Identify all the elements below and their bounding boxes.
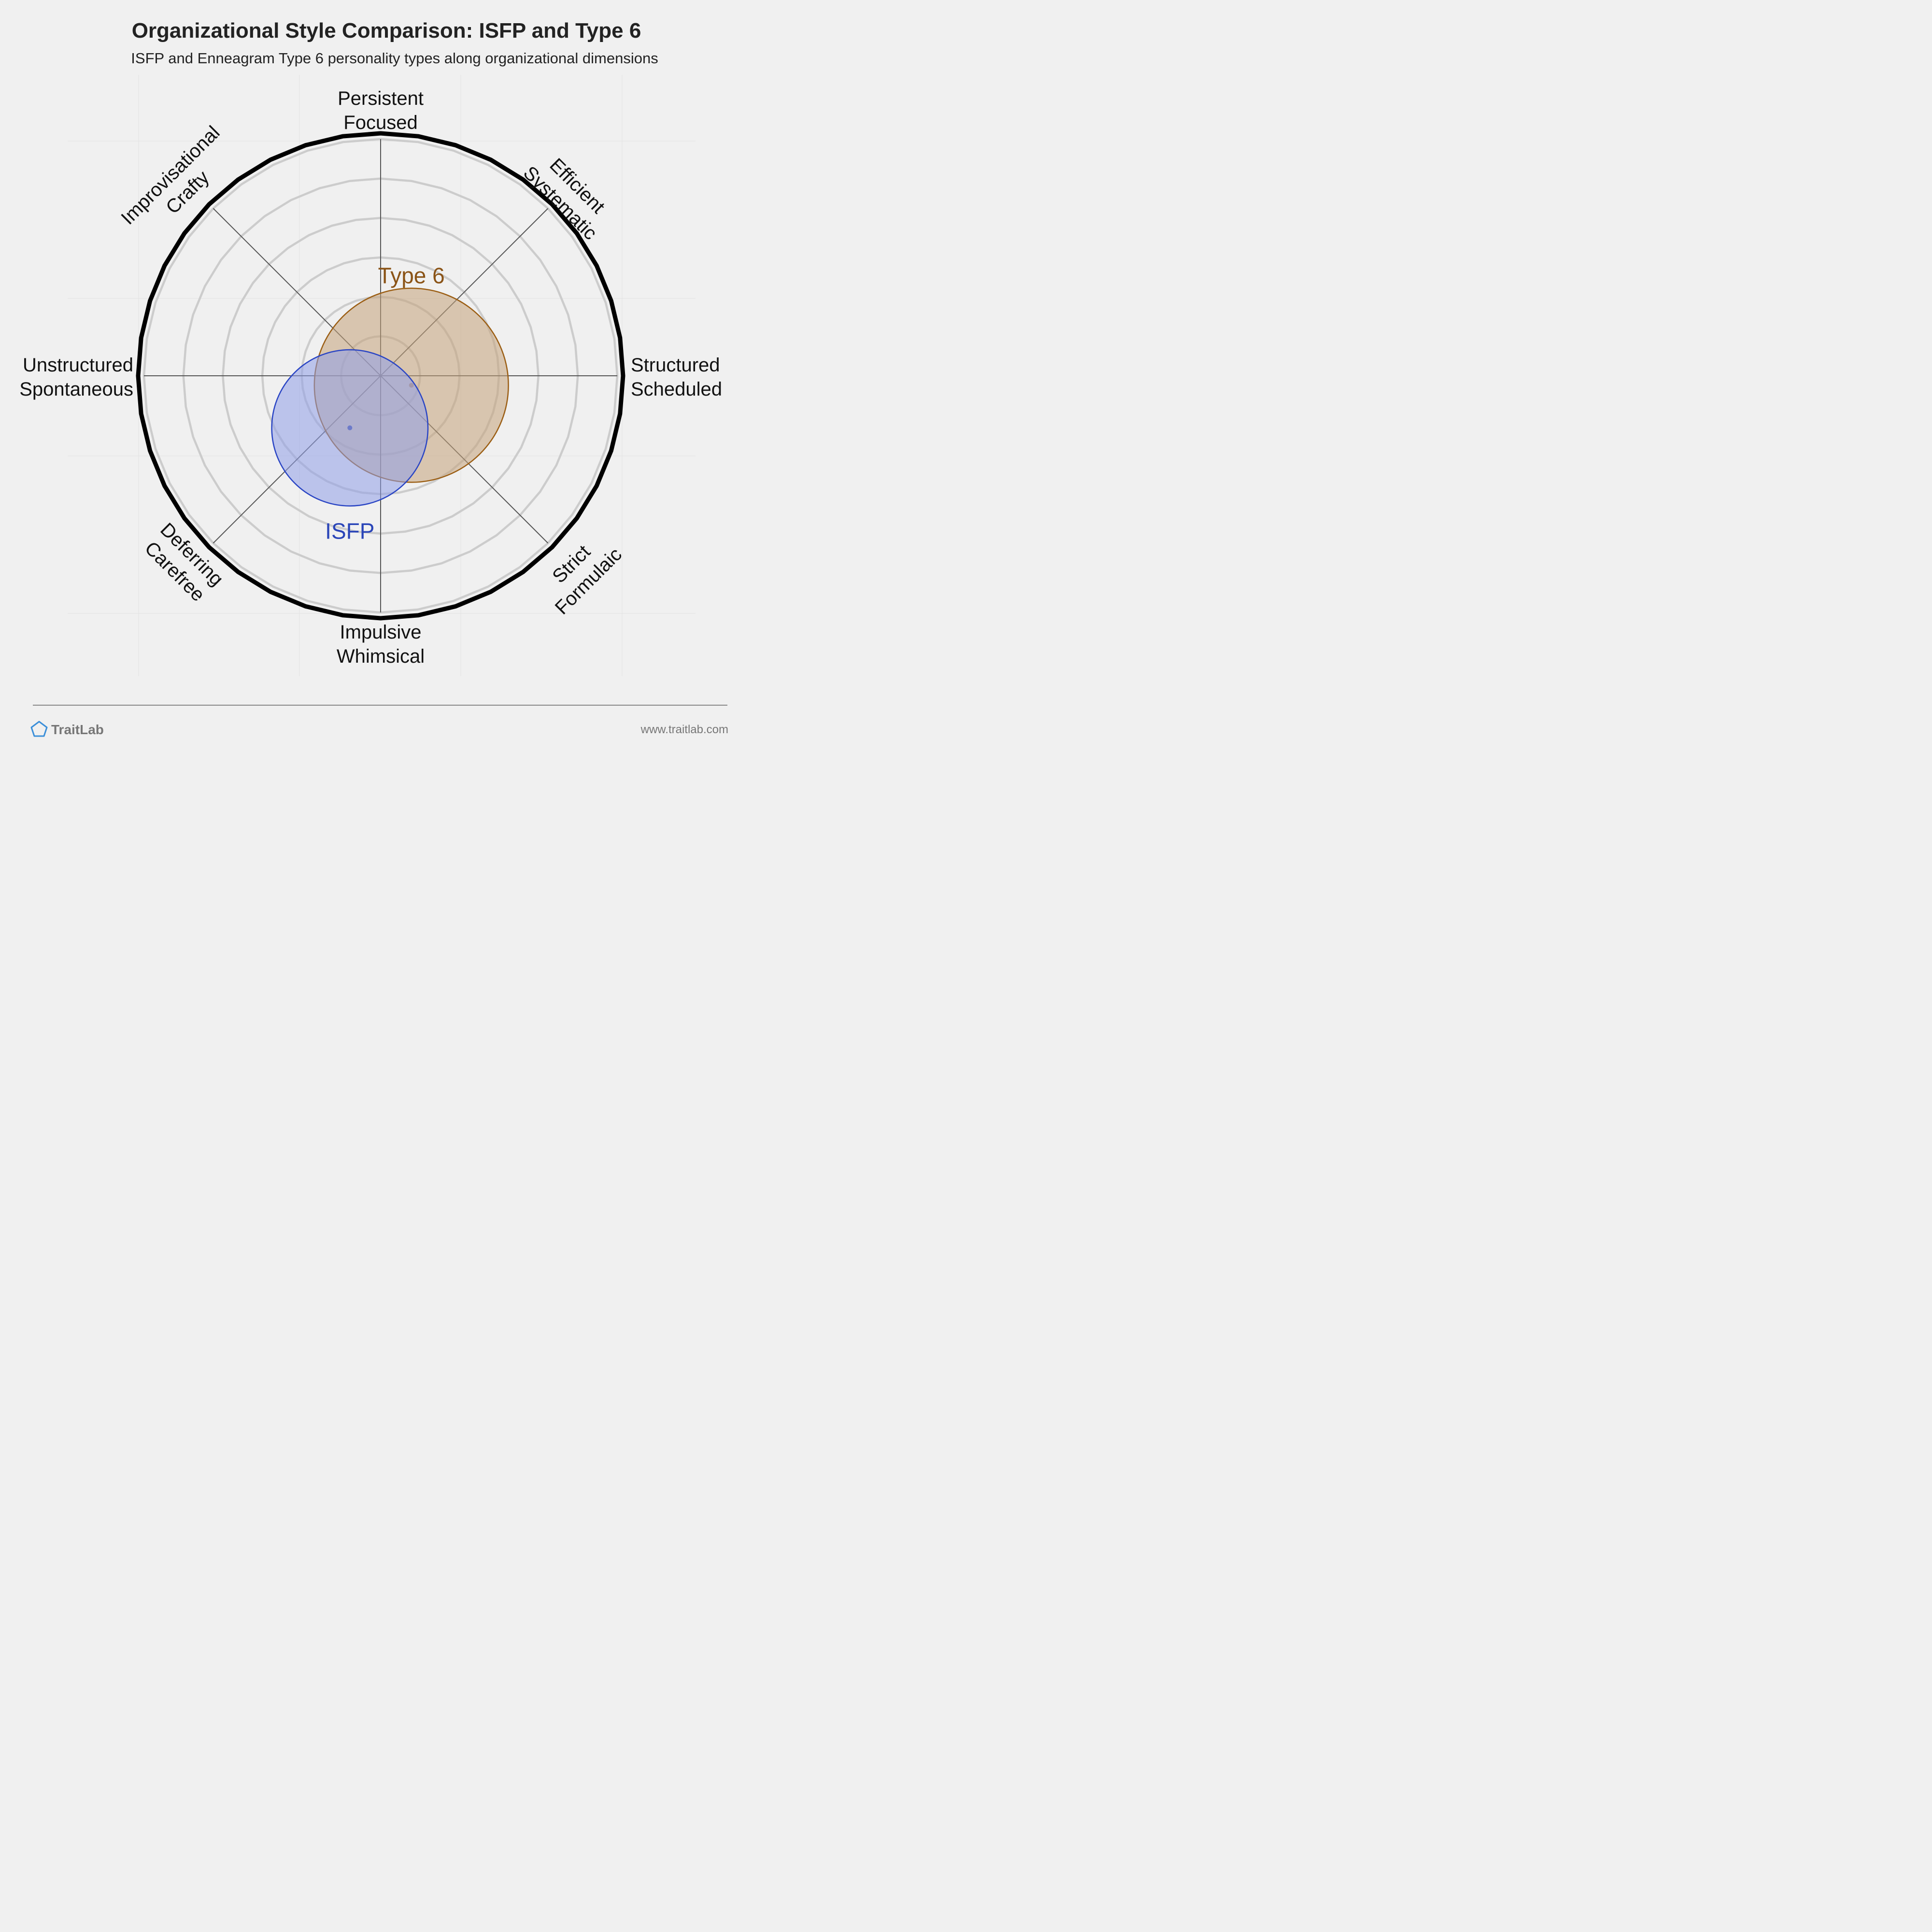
traitlab-logo-icon bbox=[30, 721, 48, 737]
axis-label-structured-line-0: Structured bbox=[631, 355, 720, 376]
series-circles bbox=[271, 287, 509, 507]
axis-label-impulsive-line-1: Whimsical bbox=[337, 646, 425, 667]
footer-url[interactable]: www.traitlab.com bbox=[640, 723, 728, 736]
axis-label-impulsive: Impulsive Whimsical bbox=[337, 622, 425, 667]
axis-label-structured-line-1: Scheduled bbox=[631, 379, 722, 400]
outer-ring-polygon bbox=[136, 131, 625, 621]
chart-canvas: Organizational Style Comparison: ISFP an… bbox=[0, 0, 757, 757]
outer-ring bbox=[136, 131, 625, 621]
axis-label-persistent-line-1: Focused bbox=[343, 112, 417, 133]
axis-label-unstructured: Unstructured Spontaneous bbox=[19, 355, 133, 400]
chart-title: Organizational Style Comparison: ISFP an… bbox=[132, 19, 641, 43]
series-label-type-6: Type 6 bbox=[378, 263, 445, 288]
series-label-isfp: ISFP bbox=[325, 519, 374, 544]
axis-label-persistent: Persistent Focused bbox=[338, 88, 424, 133]
axis-label-unstructured-line-1: Spontaneous bbox=[19, 379, 133, 400]
axis-label-structured: Structured Scheduled bbox=[631, 355, 722, 400]
series-center-isfp bbox=[347, 425, 353, 430]
footer-brand: TraitLab bbox=[51, 722, 104, 737]
axis-label-unstructured-line-0: Unstructured bbox=[23, 355, 133, 376]
axis-label-persistent-line-0: Persistent bbox=[338, 88, 424, 109]
axis-label-impulsive-line-0: Impulsive bbox=[340, 622, 422, 643]
series-labels: Type 6 ISFP bbox=[325, 263, 445, 544]
chart-subtitle: ISFP and Enneagram Type 6 personality ty… bbox=[131, 50, 658, 67]
